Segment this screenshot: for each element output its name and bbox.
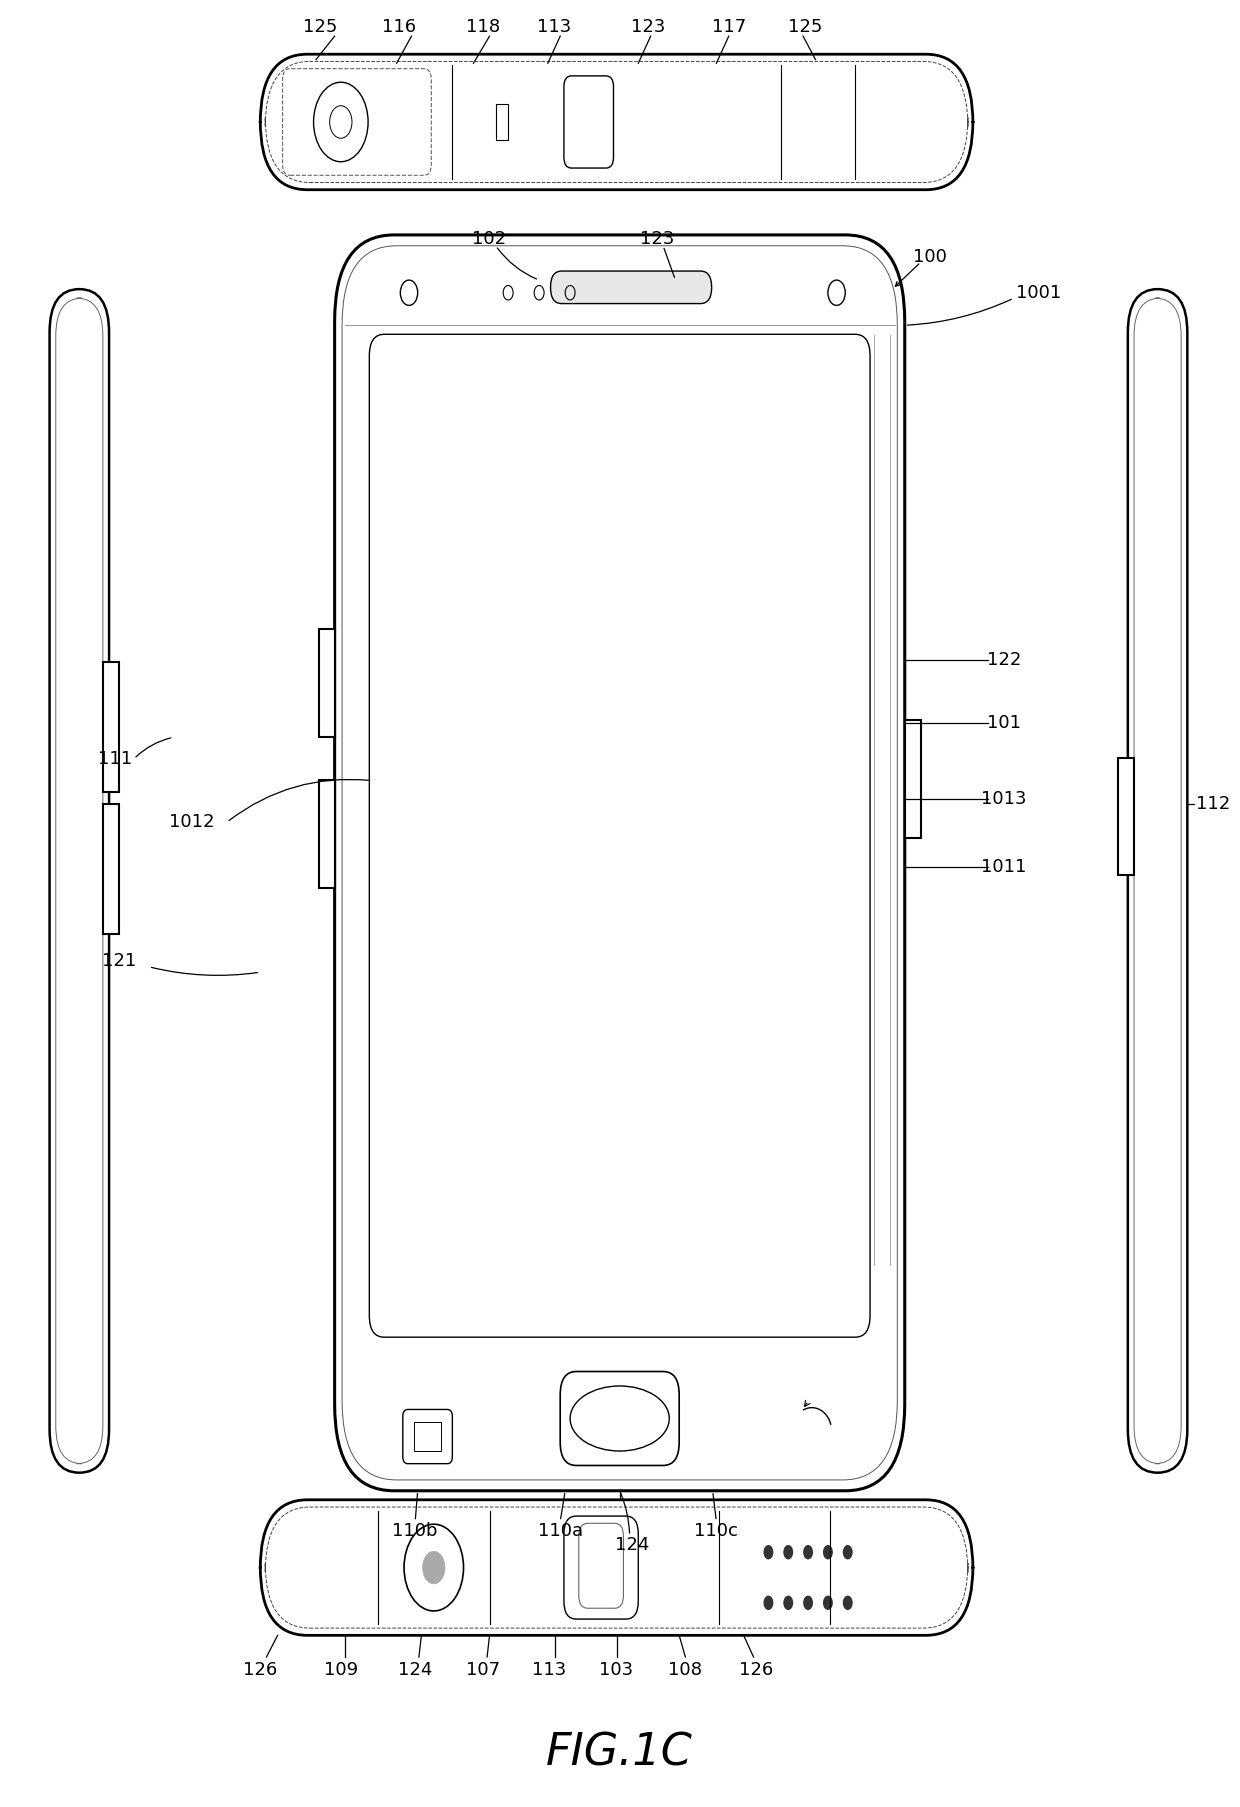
Text: 101: 101 bbox=[987, 714, 1021, 732]
Bar bbox=[496, 103, 508, 141]
Bar bbox=[103, 804, 119, 934]
Text: 107: 107 bbox=[466, 1661, 501, 1679]
Circle shape bbox=[764, 1596, 774, 1610]
Circle shape bbox=[823, 1545, 833, 1559]
Text: 125: 125 bbox=[303, 18, 337, 36]
Text: 123: 123 bbox=[631, 18, 666, 36]
Text: 124: 124 bbox=[615, 1536, 650, 1554]
Text: 103: 103 bbox=[599, 1661, 634, 1679]
Text: 108: 108 bbox=[668, 1661, 702, 1679]
Text: 102: 102 bbox=[472, 229, 507, 248]
Circle shape bbox=[423, 1550, 445, 1583]
Circle shape bbox=[843, 1596, 853, 1610]
Circle shape bbox=[823, 1596, 833, 1610]
Text: 1001: 1001 bbox=[1017, 284, 1061, 302]
Text: 113: 113 bbox=[537, 18, 572, 36]
Text: FIG.1C: FIG.1C bbox=[547, 1731, 693, 1774]
Circle shape bbox=[804, 1596, 813, 1610]
Bar bbox=[1118, 757, 1135, 875]
Text: 117: 117 bbox=[712, 18, 746, 36]
Bar bbox=[103, 661, 119, 791]
Text: 126: 126 bbox=[243, 1661, 278, 1679]
Text: 122: 122 bbox=[987, 651, 1021, 669]
Text: 113: 113 bbox=[532, 1661, 567, 1679]
Bar bbox=[414, 1422, 441, 1451]
Text: 111: 111 bbox=[98, 750, 133, 768]
Text: 126: 126 bbox=[739, 1661, 774, 1679]
FancyBboxPatch shape bbox=[551, 271, 712, 304]
Text: 1011: 1011 bbox=[981, 858, 1027, 876]
Text: 1013: 1013 bbox=[981, 790, 1027, 808]
Bar bbox=[905, 721, 921, 838]
Text: 121: 121 bbox=[102, 952, 136, 970]
Text: 110a: 110a bbox=[538, 1521, 583, 1540]
Circle shape bbox=[784, 1596, 794, 1610]
Text: 110c: 110c bbox=[694, 1521, 738, 1540]
Text: 125: 125 bbox=[789, 18, 823, 36]
Text: 100: 100 bbox=[913, 248, 946, 266]
Text: 110b: 110b bbox=[392, 1521, 438, 1540]
Circle shape bbox=[804, 1545, 813, 1559]
Bar bbox=[319, 629, 335, 737]
Text: 118: 118 bbox=[466, 18, 501, 36]
Bar bbox=[319, 779, 335, 887]
Text: 109: 109 bbox=[324, 1661, 358, 1679]
Text: 123: 123 bbox=[640, 229, 675, 248]
Text: 112: 112 bbox=[1197, 795, 1230, 813]
Circle shape bbox=[784, 1545, 794, 1559]
Text: 1012: 1012 bbox=[170, 813, 215, 831]
Text: 124: 124 bbox=[398, 1661, 433, 1679]
Circle shape bbox=[764, 1545, 774, 1559]
Circle shape bbox=[843, 1545, 853, 1559]
Text: 116: 116 bbox=[382, 18, 417, 36]
